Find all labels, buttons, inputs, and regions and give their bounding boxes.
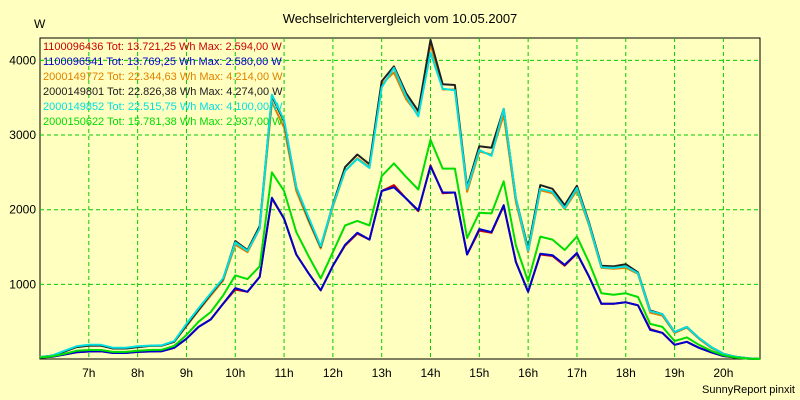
legend-entry: 2000149801 Tot: 22.826,38 Wh Max: 4.274,… — [43, 86, 283, 98]
x-tick-label: 17h — [567, 366, 587, 380]
legend-entry: 1100096541 Tot: 13.769,25 Wh Max: 2.580,… — [43, 56, 282, 68]
series-line — [39, 138, 761, 360]
x-tick-label: 10h — [225, 366, 245, 380]
legend-entry: 1100096436 Tot: 13.721,25 Wh Max: 2.594,… — [43, 41, 282, 53]
x-tick-label: 11h — [274, 366, 293, 380]
x-tick-label: 13h — [372, 366, 392, 380]
legend-entry: 2000149772 Tot: 22.344,63 Wh Max: 4.214,… — [43, 71, 283, 83]
series-line — [39, 165, 761, 360]
x-tick-label: 7h — [82, 366, 95, 380]
x-tick-label: 9h — [180, 366, 193, 380]
x-ticks: 7h 8h 9h 10h 11h 12h 13h 14h 15h 16h 17h 18h 19h 20h — [82, 366, 733, 380]
legend: 1100096436 Tot: 13.721,25 Wh Max: 2.594,… — [43, 41, 283, 128]
x-tick-label: 18h — [616, 366, 636, 380]
series-lines — [39, 38, 761, 360]
grid — [40, 38, 760, 359]
x-tick-label: 20h — [713, 366, 733, 380]
x-tick-label: 19h — [665, 366, 685, 380]
x-tick-label: 8h — [131, 366, 144, 380]
chart-title: Wechselrichtervergleich vom 10.05.2007 — [283, 11, 518, 26]
y-tick-label: 4000 — [9, 53, 36, 67]
y-tick-label: 3000 — [9, 128, 36, 142]
legend-entry: 2000149852 Tot: 22.515,75 Wh Max: 4.100,… — [43, 101, 283, 113]
legend-entry: 2000150622 Tot: 15.781,38 Wh Max: 2.937,… — [43, 116, 283, 128]
series-line — [39, 51, 761, 360]
x-tick-label: 16h — [518, 366, 538, 380]
plot-area — [39, 37, 761, 360]
y-axis-label: W — [34, 17, 46, 31]
y-ticks: 1000 2000 3000 4000 — [9, 53, 36, 291]
y-tick-label: 1000 — [9, 277, 36, 291]
x-tick-label: 12h — [323, 366, 343, 380]
y-tick-label: 2000 — [9, 203, 36, 217]
x-tick-label: 15h — [469, 366, 489, 380]
x-tick-label: 14h — [420, 366, 440, 380]
footer-credit: SunnyReport pinxit — [702, 384, 795, 396]
